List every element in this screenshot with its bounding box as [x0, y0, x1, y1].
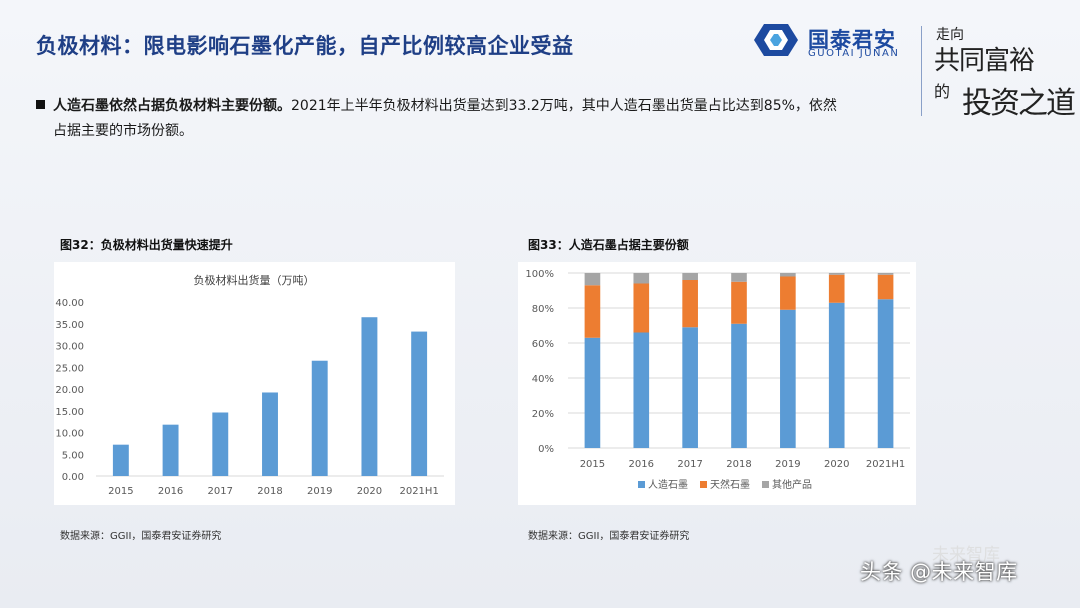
company-logo: 国泰君安 GUOTAI JUNAN: [750, 22, 915, 62]
y-tick-label: 0%: [538, 444, 554, 455]
stacked-bar-segment: [584, 337, 601, 448]
stacked-bar-segment: [682, 280, 698, 328]
stacked-bar-segment: [780, 309, 796, 448]
bar: [311, 360, 328, 476]
x-tick-label: 2016: [629, 459, 654, 470]
y-tick-label: 20%: [532, 409, 554, 420]
figure-title: 图33：人造石墨占据主要份额: [528, 238, 689, 252]
y-tick-label: 35.00: [55, 320, 84, 331]
y-tick-label: 30.00: [55, 342, 84, 353]
legend-swatch: [700, 481, 707, 488]
x-tick-label: 2018: [726, 459, 751, 470]
bullet-paragraph: 人造石墨依然占据负极材料主要份额。2021年上半年负极材料出货量达到33.2万吨…: [36, 94, 916, 144]
x-tick-label: 2015: [108, 486, 133, 497]
y-tick-label: 20.00: [55, 385, 84, 396]
y-tick-label: 100%: [525, 269, 554, 280]
y-tick-label: 80%: [532, 304, 554, 315]
slogan-part: 走向: [936, 27, 964, 43]
stacked-bar-segment: [682, 273, 698, 280]
stacked-bar-segment: [780, 276, 796, 310]
x-tick-label: 2018: [257, 486, 282, 497]
y-tick-label: 5.00: [62, 450, 84, 461]
bullet-square-icon: [36, 100, 45, 109]
x-tick-label: 2019: [775, 459, 800, 470]
y-tick-label: 60%: [532, 339, 554, 350]
stacked-bar-segment: [584, 273, 601, 286]
stacked-bar-segment: [731, 281, 747, 324]
x-tick-label: 2019: [307, 486, 332, 497]
x-tick-label: 2021H1: [399, 486, 438, 497]
figure-title: 图32：负极材料出货量快速提升: [60, 238, 233, 252]
stacked-bar-segment: [731, 273, 747, 282]
slogan-part: 投资之道: [962, 86, 1076, 121]
stacked-bar-segment: [584, 285, 601, 338]
bullet-text: 占据主要的市场份额。: [53, 123, 193, 139]
stacked-bar-segment: [828, 273, 845, 275]
header-divider: [921, 26, 922, 116]
page-title: 负极材料：限电影响石墨化产能，自产比例较高企业受益: [36, 34, 574, 58]
stacked-bar-segment: [633, 273, 650, 284]
bar: [262, 392, 278, 476]
x-tick-label: 2017: [208, 486, 233, 497]
legend-swatch: [762, 481, 769, 488]
stacked-bar-segment: [877, 299, 894, 448]
x-tick-label: 2021H1: [866, 459, 905, 470]
legend-label: 其他产品: [772, 478, 812, 491]
stacked-bar-segment: [682, 327, 698, 448]
figure-source: 数据来源：GGII，国泰君安证券研究: [528, 531, 690, 542]
stacked-bar-segment: [731, 323, 747, 448]
stacked-bar-segment: [877, 273, 894, 275]
figure-source: 数据来源：GGII，国泰君安证券研究: [60, 531, 222, 542]
chart-panel-shipment: 负极材料出货量（万吨） 0.00 5.00 10.00 15.00 20.00 25.00 3…: [54, 262, 455, 505]
watermark: 头条 @未来智库: [860, 560, 1018, 584]
y-tick-label: 40%: [532, 374, 554, 385]
x-tick-label: 2015: [580, 459, 605, 470]
slogan-part: 的: [934, 82, 951, 101]
y-tick-label: 40.00: [55, 298, 84, 309]
shipment-bar-chart: 负极材料出货量（万吨） 0.00 5.00 10.00 15.00 20.00 25.00 3…: [55, 273, 444, 497]
watermark-brand: 未来智库: [932, 545, 1000, 565]
logo-subtitle: GUOTAI JUNAN: [808, 48, 900, 59]
x-tick-label: 2020: [824, 459, 849, 470]
x-tick-label: 2017: [677, 459, 702, 470]
y-tick-label: 0.00: [62, 472, 84, 483]
chart-title: 负极材料出货量（万吨）: [194, 273, 315, 287]
bar: [411, 331, 428, 476]
legend-label: 天然石墨: [710, 478, 750, 491]
bullet-text: 2021年上半年负极材料出货量达到33.2万吨，其中人造石墨出货量占比达到85%…: [291, 98, 837, 114]
share-stacked-bar-chart: 0% 20% 40% 60% 80% 100% 2015 2016 2017 2018 2019 20…: [525, 269, 910, 491]
bar: [212, 412, 229, 476]
x-tick-label: 2020: [357, 486, 382, 497]
logo-name: 国泰君安: [808, 28, 896, 52]
stacked-bar-segment: [828, 302, 845, 448]
y-tick-label: 25.00: [55, 363, 84, 374]
stacked-bar-segment: [828, 274, 845, 303]
slogan-part: 共同富裕: [934, 46, 1035, 76]
legend-label: 人造石墨: [648, 478, 688, 491]
guotai-junan-logo-icon: [754, 24, 798, 56]
stacked-bar-segment: [633, 332, 650, 448]
bar: [112, 444, 129, 476]
x-tick-label: 2016: [158, 486, 183, 497]
legend-swatch: [638, 481, 645, 488]
y-tick-label: 10.00: [55, 429, 84, 440]
stacked-bar-segment: [877, 274, 894, 300]
stacked-bar-segment: [780, 273, 796, 277]
slogan: 走向 共同富裕 的 投资之道: [932, 24, 1076, 124]
chart-panel-share: 0% 20% 40% 60% 80% 100% 2015 2016 2017 2018 2019 20…: [518, 262, 916, 505]
bar: [162, 424, 179, 476]
bar: [361, 317, 378, 476]
y-tick-label: 15.00: [55, 407, 84, 418]
bullet-bold-lead: 人造石墨依然占据负极材料主要份额。: [53, 98, 291, 114]
stacked-bar-segment: [633, 283, 650, 333]
